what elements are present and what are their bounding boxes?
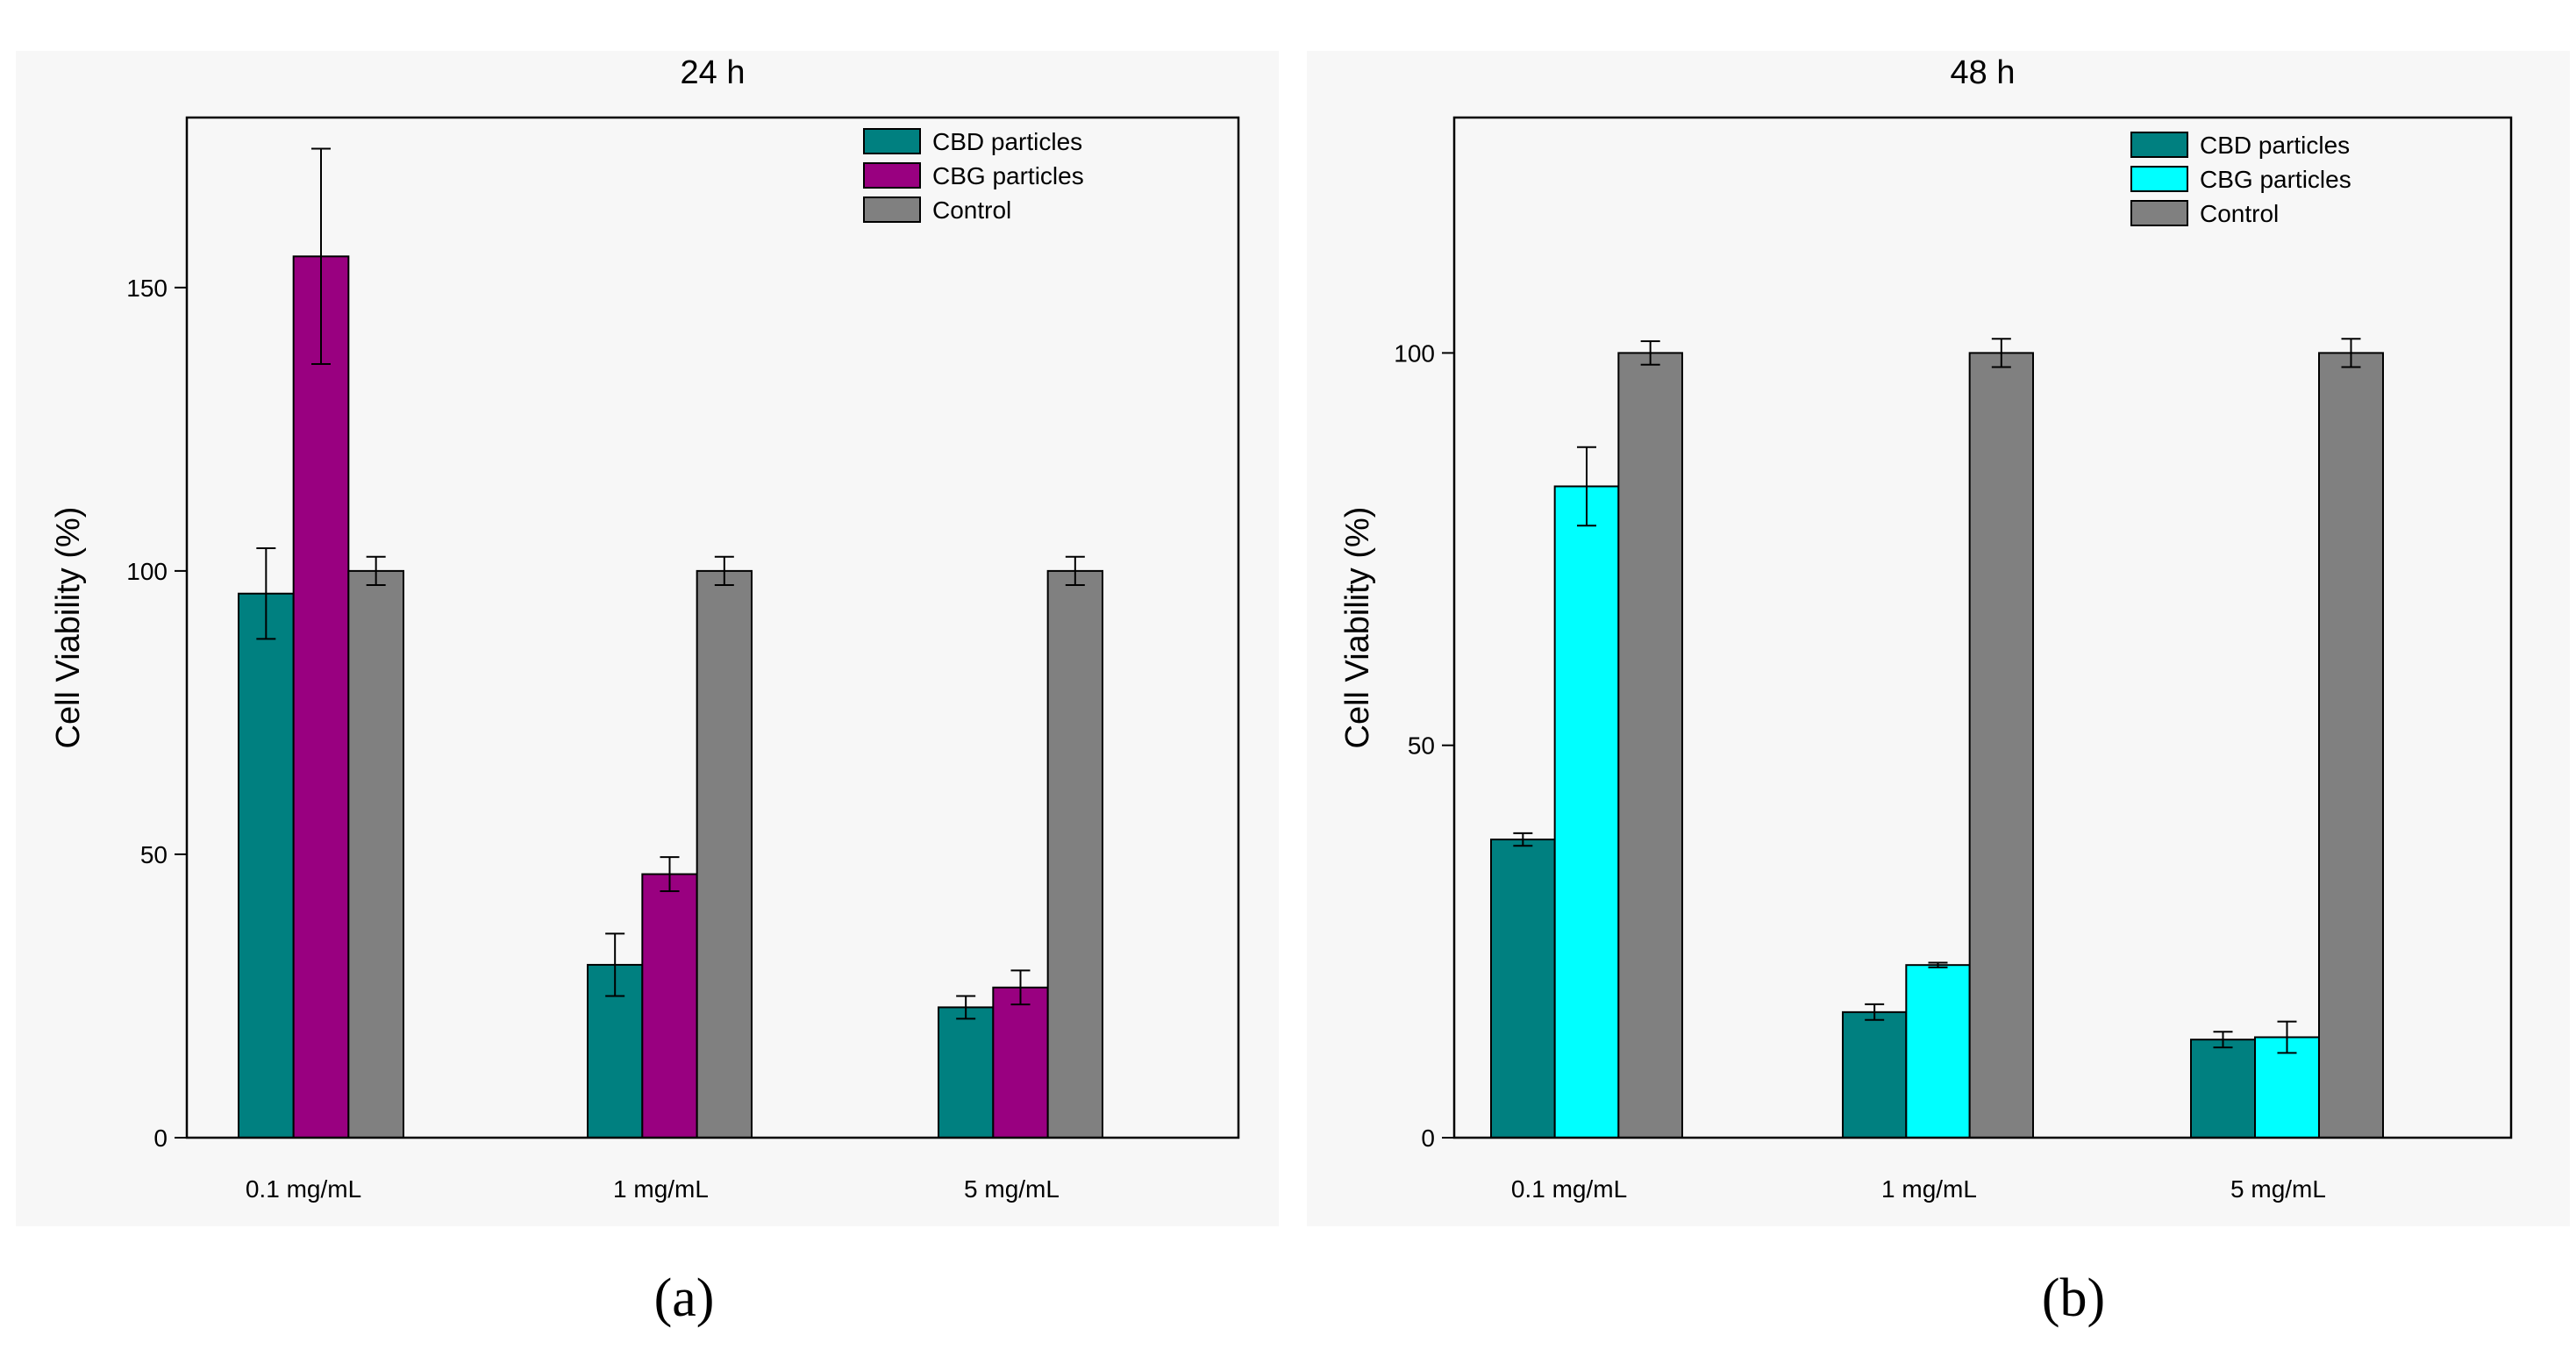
- error-bar-0-2: [2213, 1031, 2233, 1049]
- error-bar-1-1: [660, 856, 680, 892]
- chart-title: 24 h: [681, 54, 746, 91]
- y-tick-label: 100: [1394, 339, 1435, 367]
- bar-2-2: [1046, 569, 1103, 1139]
- x-category-label: 0.1 mg/mL: [246, 1175, 361, 1203]
- legend-label-1: CBG particles: [2200, 166, 2351, 193]
- legend: CBD particles CBG particles Control: [863, 128, 1084, 224]
- bar-0-0: [1490, 839, 1556, 1139]
- error-bar-2-1: [1991, 338, 2011, 368]
- error-bar-1-0: [311, 147, 331, 366]
- legend-label-0: CBD particles: [2200, 132, 2350, 159]
- bar-1-0: [292, 255, 350, 1139]
- error-bar-0-0: [1513, 832, 1533, 847]
- x-category-label: 1 mg/mL: [613, 1175, 709, 1203]
- bar-2-1: [696, 569, 753, 1139]
- bar-1-2: [992, 986, 1049, 1139]
- plot-frame: [1452, 116, 2513, 1139]
- bar-0-1: [1842, 1010, 1908, 1139]
- legend-swatch-1: [2130, 166, 2188, 192]
- error-bar-2-2: [1065, 555, 1085, 587]
- bar-0-0: [238, 592, 295, 1139]
- error-bar-2-0: [1640, 339, 1660, 366]
- legend-label-1: CBG particles: [932, 162, 1084, 189]
- x-category-label: 5 mg/mL: [2230, 1175, 2326, 1203]
- error-bar-0-1: [1865, 1003, 1885, 1021]
- chart-title: 48 h: [1951, 54, 2016, 91]
- error-bar-1-2: [2277, 1020, 2297, 1054]
- x-category-label: 5 mg/mL: [964, 1175, 1060, 1203]
- bar-0-2: [938, 1006, 995, 1139]
- error-bar-2-0: [366, 555, 386, 587]
- x-category-label: 0.1 mg/mL: [1511, 1175, 1627, 1203]
- legend-swatch-2: [2130, 200, 2188, 226]
- bar-2-0: [347, 569, 405, 1139]
- error-bar-2-1: [714, 555, 734, 587]
- legend-swatch-0: [863, 128, 921, 154]
- y-tick-label: 50: [1408, 732, 1435, 760]
- x-category-label: 1 mg/mL: [1881, 1175, 1977, 1203]
- error-bar-2-2: [2341, 338, 2361, 368]
- error-bar-0-0: [256, 547, 276, 640]
- bar-1-1: [641, 873, 698, 1139]
- y-tick-label: 0: [1421, 1125, 1435, 1152]
- legend-swatch-1: [863, 162, 921, 189]
- legend: CBD particles CBG particles Control: [2130, 132, 2351, 227]
- legend-label-2: Control: [932, 196, 1011, 224]
- chart-24h: 24 h Cell Viability (%) 0 50 100 150 0.1 mg/mL…: [50, 54, 1240, 1203]
- error-bar-0-1: [605, 932, 625, 997]
- error-bar-1-1: [1928, 961, 1948, 968]
- chart-48h: 48 h Cell Viability (%) 0 50 100 0.1 mg/mL 1 m…: [1339, 54, 2513, 1203]
- bar-2-0: [1617, 352, 1684, 1139]
- plot-frame: [185, 116, 1240, 1139]
- error-bar-0-2: [956, 995, 976, 1020]
- y-tick-label: 150: [126, 275, 168, 302]
- y-tick-label: 100: [126, 558, 168, 585]
- bar-2-1: [1968, 352, 2035, 1139]
- bar-1-0: [1553, 485, 1620, 1139]
- bar-2-2: [2318, 352, 2384, 1139]
- panel-label-b: (b): [2042, 1268, 2105, 1328]
- legend-swatch-0: [2130, 132, 2188, 158]
- y-tick-label: 0: [153, 1125, 168, 1152]
- bar-0-2: [2190, 1039, 2256, 1139]
- y-tick-label: 50: [140, 841, 168, 868]
- legend-swatch-2: [863, 196, 921, 223]
- legend-label-2: Control: [2200, 200, 2279, 227]
- y-axis-label: Cell Viability (%): [1339, 507, 1376, 749]
- error-bar-1-2: [1010, 969, 1031, 1006]
- error-bar-1-0: [1577, 446, 1596, 527]
- panel-label-a: (a): [654, 1268, 715, 1328]
- legend-label-0: CBD particles: [932, 128, 1082, 155]
- y-axis-label: Cell Viability (%): [50, 507, 87, 749]
- bar-1-1: [1905, 964, 1971, 1139]
